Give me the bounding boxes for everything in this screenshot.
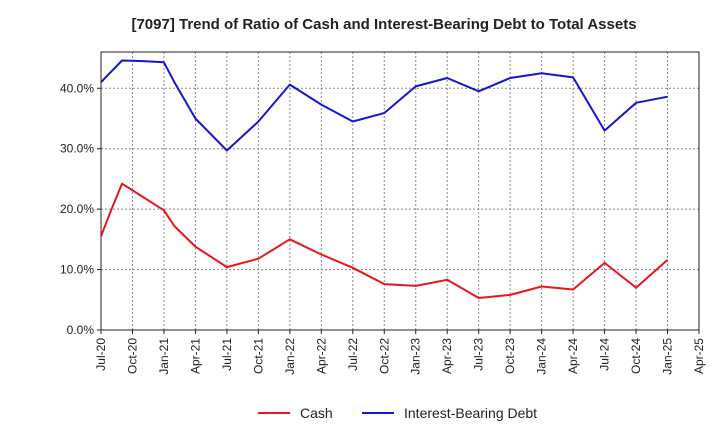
- series-line-interest-bearing-debt: [100, 59, 668, 152]
- x-tick-label: Jul-23: [472, 338, 486, 371]
- data-point-cash: [110, 208, 113, 211]
- y-tick-label: 40.0%: [60, 81, 94, 95]
- x-tick-label: Apr-21: [188, 338, 202, 374]
- x-tick-label: Apr-25: [692, 338, 706, 374]
- x-tick-label: Oct-23: [503, 338, 517, 374]
- x-tick-label: Oct-20: [125, 338, 139, 374]
- data-point-cash: [142, 196, 145, 199]
- data-point-interest-bearing-debt: [100, 81, 103, 84]
- x-tick-label: Jan-25: [661, 338, 675, 375]
- x-tick-label: Jul-22: [346, 338, 360, 371]
- legend: Cash Interest-Bearing Debt: [258, 405, 537, 421]
- data-point-cash: [225, 266, 228, 269]
- legend-label-cash: Cash: [300, 405, 333, 421]
- y-tick-label: 20.0%: [60, 202, 94, 216]
- data-point-cash: [121, 182, 124, 185]
- chart-title: [7097] Trend of Ratio of Cash and Intere…: [131, 16, 636, 33]
- x-tick-label: Jan-22: [283, 338, 297, 375]
- data-point-cash: [383, 283, 386, 286]
- data-point-cash: [100, 235, 103, 238]
- data-point-interest-bearing-debt: [257, 120, 260, 123]
- grid: [101, 52, 699, 330]
- data-point-interest-bearing-debt: [383, 112, 386, 115]
- y-tick-label: 0.0%: [67, 323, 95, 337]
- data-point-cash: [540, 285, 543, 288]
- data-point-cash: [194, 245, 197, 248]
- data-point-cash: [446, 278, 449, 281]
- x-tick-label: Jul-24: [598, 338, 612, 371]
- data-point-interest-bearing-debt: [121, 59, 124, 62]
- data-point-cash: [288, 238, 291, 241]
- data-point-cash: [635, 286, 638, 289]
- data-point-interest-bearing-debt: [162, 61, 165, 64]
- x-tick-label: Oct-21: [251, 338, 265, 374]
- data-point-interest-bearing-debt: [477, 90, 480, 93]
- data-point-cash: [257, 257, 260, 260]
- x-tick-label: Jan-24: [535, 338, 549, 375]
- data-point-cash: [173, 225, 176, 228]
- series-group: [100, 59, 669, 300]
- data-point-interest-bearing-debt: [288, 83, 291, 86]
- y-axis: 0.0% 10.0% 20.0% 30.0% 40.0%: [60, 81, 101, 337]
- data-point-interest-bearing-debt: [635, 101, 638, 104]
- x-tick-label: Apr-24: [566, 338, 580, 374]
- data-point-interest-bearing-debt: [603, 129, 606, 132]
- data-point-interest-bearing-debt: [225, 149, 228, 152]
- data-point-interest-bearing-debt: [572, 76, 575, 79]
- x-tick-label: Apr-22: [314, 338, 328, 374]
- data-point-interest-bearing-debt: [173, 81, 176, 84]
- data-point-cash: [477, 297, 480, 300]
- data-point-interest-bearing-debt: [540, 72, 543, 75]
- x-tick-label: Oct-22: [377, 338, 391, 374]
- legend-label-interest-bearing-debt: Interest-Bearing Debt: [404, 405, 537, 421]
- data-point-cash: [666, 258, 669, 261]
- data-point-interest-bearing-debt: [666, 95, 669, 98]
- data-point-interest-bearing-debt: [351, 120, 354, 123]
- data-point-cash: [603, 261, 606, 264]
- data-point-interest-bearing-debt: [194, 117, 197, 120]
- data-point-interest-bearing-debt: [509, 77, 512, 80]
- data-point-cash: [572, 288, 575, 291]
- x-tick-label: Oct-24: [629, 338, 643, 374]
- data-point-cash: [320, 253, 323, 256]
- x-tick-label: Apr-23: [440, 338, 454, 374]
- series-line-cash: [100, 182, 669, 299]
- x-tick-label: Jan-23: [409, 338, 423, 375]
- data-point-interest-bearing-debt: [142, 60, 145, 63]
- y-tick-label: 30.0%: [60, 142, 94, 156]
- data-point-interest-bearing-debt: [320, 103, 323, 106]
- x-tick-label: Jul-21: [220, 338, 234, 371]
- data-point-interest-bearing-debt: [414, 85, 417, 88]
- plot-frame: [100, 51, 700, 331]
- data-point-cash: [509, 293, 512, 296]
- data-point-interest-bearing-debt: [446, 77, 449, 80]
- x-axis: Jul-20 Oct-20 Jan-21 Apr-21 Jul-21 Oct-21 Jan-…: [94, 330, 706, 375]
- data-point-cash: [351, 266, 354, 269]
- y-tick-label: 10.0%: [60, 263, 94, 277]
- data-point-cash: [414, 284, 417, 287]
- data-point-cash: [162, 209, 165, 212]
- x-tick-label: Jan-21: [157, 338, 171, 375]
- data-point-interest-bearing-debt: [110, 70, 113, 73]
- x-tick-label: Jul-20: [94, 338, 108, 371]
